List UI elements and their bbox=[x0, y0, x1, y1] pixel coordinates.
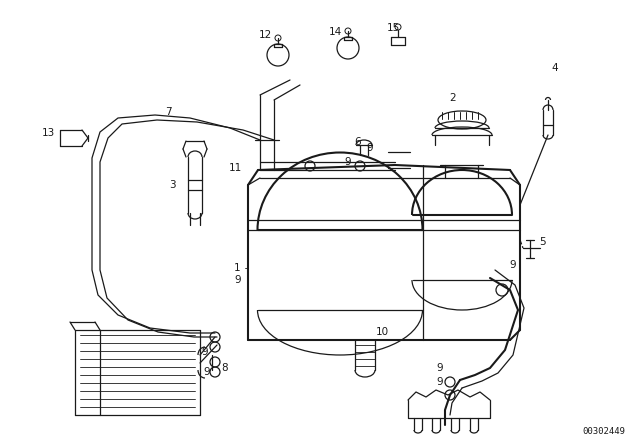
Text: 00302449: 00302449 bbox=[582, 427, 625, 436]
Text: 9: 9 bbox=[509, 260, 516, 270]
Text: 1: 1 bbox=[234, 263, 240, 273]
Text: 9: 9 bbox=[367, 143, 373, 153]
Text: 15: 15 bbox=[387, 23, 399, 33]
Text: 14: 14 bbox=[328, 27, 342, 37]
Text: 3: 3 bbox=[169, 180, 175, 190]
Text: 9: 9 bbox=[202, 347, 208, 357]
Text: 8: 8 bbox=[221, 363, 228, 373]
Text: 9: 9 bbox=[436, 363, 444, 373]
Text: 9: 9 bbox=[235, 275, 241, 285]
Text: 10: 10 bbox=[376, 327, 388, 337]
Text: 6: 6 bbox=[355, 137, 362, 147]
Text: 5: 5 bbox=[539, 237, 545, 247]
Text: 13: 13 bbox=[42, 128, 54, 138]
Text: 11: 11 bbox=[228, 163, 242, 173]
Text: 2: 2 bbox=[450, 93, 456, 103]
Text: 12: 12 bbox=[259, 30, 271, 40]
Text: 9: 9 bbox=[204, 367, 211, 377]
Text: 9: 9 bbox=[345, 157, 351, 167]
Text: 4: 4 bbox=[552, 63, 558, 73]
Text: 7: 7 bbox=[164, 107, 172, 117]
Text: 9: 9 bbox=[436, 377, 444, 387]
